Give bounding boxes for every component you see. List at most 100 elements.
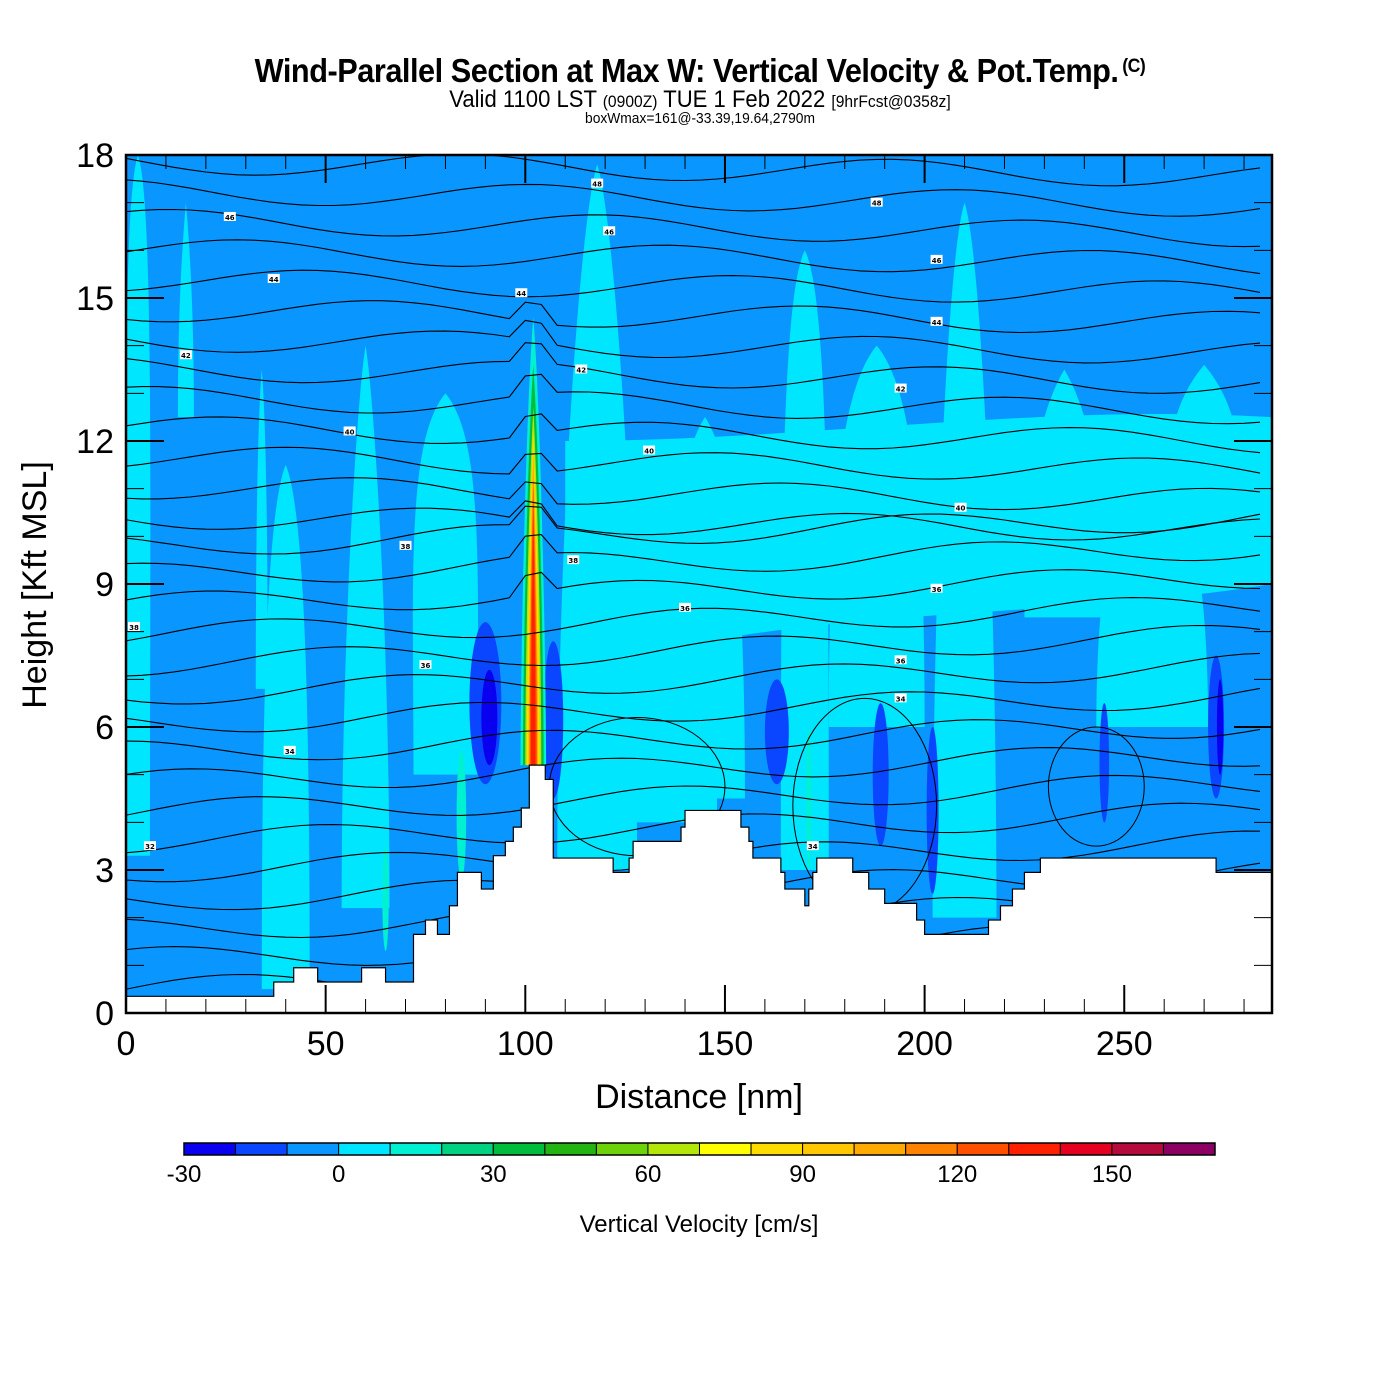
theta-contour-line — [126, 342, 1261, 394]
colorbar-tick-label: -30 — [167, 1161, 202, 1188]
terrain-mask — [125, 764, 1273, 1014]
contour-label-text: 42 — [576, 367, 586, 375]
colorbar-swatch — [699, 1142, 752, 1156]
theta-contour-label: 40 — [343, 426, 356, 436]
theta-contour-line — [126, 179, 1261, 217]
colorbar-swatch — [389, 1142, 443, 1156]
contour-label-text: 36 — [932, 586, 942, 594]
contour-label-text: 46 — [932, 257, 942, 265]
colorbar-tick-label: 120 — [937, 1161, 977, 1188]
contour-labels: 48 48 46 46 46 44 44 44 42 42 42 40 40 40 38 38 38 36 36 36… — [127, 178, 967, 851]
contour-label-text: 44 — [269, 276, 279, 284]
theta-contour-line — [126, 624, 1261, 677]
contour-label-text: 46 — [225, 214, 235, 222]
colorbar-tick-label: 60 — [635, 1161, 662, 1188]
contour-label-text: 36 — [421, 662, 431, 670]
theta-contour-label: 44 — [930, 316, 943, 327]
theta-contour-line — [126, 269, 1261, 303]
contour-label-bg — [930, 254, 943, 264]
theta-contour-line — [126, 239, 1261, 275]
colorbar-tick-label: 30 — [480, 1161, 507, 1188]
contour-label-bg — [127, 621, 140, 631]
colorbar-swatch — [286, 1142, 340, 1156]
contour-label-text: 44 — [932, 319, 942, 327]
contour-label-bg — [894, 655, 907, 665]
theta-contour-label: 38 — [567, 555, 580, 565]
theta-contour-label: 36 — [419, 660, 432, 670]
forecast-info: [9hrFcst@0358z] — [831, 92, 951, 111]
contour-label-bg — [343, 426, 356, 436]
contour-label-bg — [894, 693, 907, 703]
theta-contour-label: 38 — [399, 540, 412, 551]
contour-label-bg — [806, 841, 819, 851]
theta-contour-line — [126, 319, 1261, 364]
theta-contour-line — [126, 300, 1261, 334]
contour-label-text: 40 — [644, 448, 654, 456]
colorbar-swatch — [905, 1142, 958, 1156]
contour-label-text: 38 — [129, 624, 139, 632]
x-tick-label: 50 — [307, 1025, 345, 1063]
updraft-weak-plume — [126, 155, 151, 856]
contour-label-bg — [591, 178, 604, 188]
contour-label-bg — [930, 316, 943, 326]
downdraft-cell — [1099, 703, 1110, 823]
theta-contour-label: 44 — [267, 273, 280, 284]
theta-contour-line — [126, 505, 1261, 555]
theta-contour-label: 34 — [806, 841, 819, 851]
theta-contour-line — [126, 446, 1261, 480]
theta-contour-label: 46 — [223, 211, 236, 222]
contour-label-bg — [575, 364, 588, 374]
contour-label-text: 36 — [680, 605, 690, 613]
theta-contour-label: 34 — [894, 693, 907, 703]
y-tick-label: 0 — [95, 995, 114, 1033]
contour-label-text: 32 — [145, 843, 155, 851]
contour-label-bg — [567, 555, 580, 565]
theta-contour-closed — [1047, 726, 1145, 847]
colorbar-swatch — [647, 1142, 701, 1156]
contour-label-bg — [179, 350, 192, 360]
colorbar-swatch — [338, 1142, 391, 1156]
box-wmax-info: boxWmax=161@-33.39,19.64,2790m — [585, 110, 815, 127]
y-tick-label: 9 — [95, 566, 114, 604]
contour-label-text: 44 — [516, 290, 526, 298]
contour-label-text: 34 — [808, 843, 818, 851]
theta-contour-line — [126, 413, 1261, 454]
contour-label-text: 34 — [896, 695, 906, 703]
colorbar-swatch — [1162, 1142, 1216, 1156]
contour-label-text: 48 — [592, 181, 602, 189]
theta-contour-label: 42 — [894, 383, 907, 394]
colorbar-swatch — [802, 1142, 855, 1156]
downdraft-cell — [872, 703, 889, 847]
contour-label-text: 34 — [285, 748, 295, 756]
x-tick-label: 200 — [896, 1025, 953, 1063]
y-tick-label: 3 — [95, 852, 114, 890]
colorbar-swatch — [492, 1142, 546, 1156]
colorbar: -30 0 30 60 90 120 150 — [167, 1142, 1216, 1188]
max-updraft-core-layer — [531, 512, 536, 766]
x-tick-label: 150 — [697, 1025, 754, 1063]
theta-contour-label: 46 — [930, 254, 943, 265]
theta-contour-label: 42 — [179, 350, 192, 360]
downdraft-cell — [1216, 679, 1224, 775]
colorbar-swatch — [595, 1142, 649, 1156]
contour-label-text: 40 — [956, 505, 966, 513]
downdraft-cell — [764, 679, 789, 785]
contour-label-bg — [679, 602, 692, 612]
updraft-weak-band — [565, 413, 1272, 680]
theta-contour-line — [126, 687, 1261, 733]
colorbar-tick-label: 90 — [789, 1161, 816, 1188]
updraft-weak-plume — [261, 464, 310, 990]
theta-contour-label: 40 — [954, 502, 967, 513]
copyright-mark: (C) — [1122, 56, 1146, 77]
theta-contour-line — [126, 774, 1261, 816]
theta-contour-label: 48 — [870, 197, 883, 208]
x-tick-label: 250 — [1096, 1025, 1153, 1063]
contour-label-text: 40 — [345, 428, 355, 436]
colorbar-swatch — [441, 1142, 494, 1156]
contour-label-text: 42 — [896, 386, 906, 394]
theta-contour-line — [126, 569, 1261, 611]
theta-contour-line — [126, 477, 1261, 511]
theta-contour-line — [126, 208, 1261, 248]
